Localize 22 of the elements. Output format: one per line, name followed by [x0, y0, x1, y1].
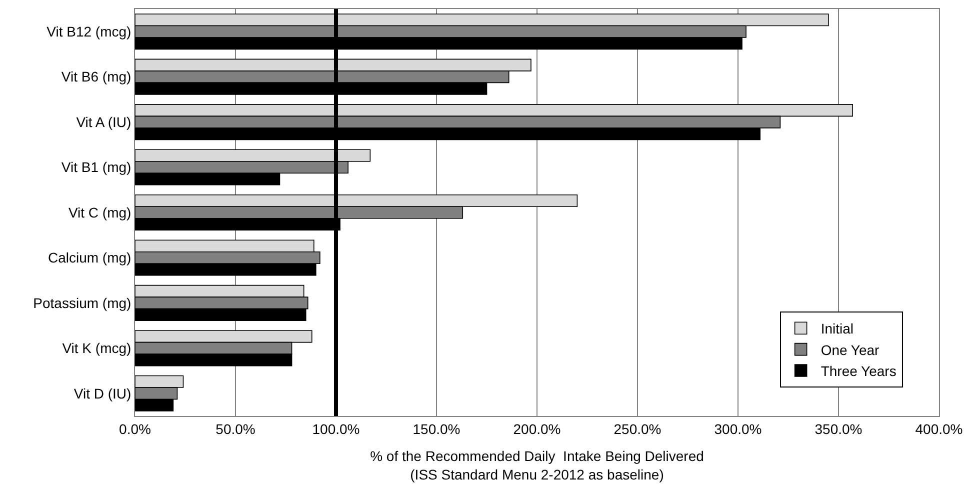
legend-label: Initial — [820, 320, 854, 337]
y-tick-label: Vit D (IU) — [74, 385, 132, 402]
y-tick-label: Vit K (mcg) — [62, 340, 132, 356]
y-tick-label: Potassium (mg) — [33, 294, 132, 311]
x-tick-label: 150.0% — [412, 420, 460, 437]
x-tick-label: 350.0% — [814, 420, 862, 437]
legend-label: One Year — [820, 342, 880, 358]
legend-label: Three Years — [820, 362, 896, 379]
x-tick-label: 200.0% — [513, 420, 561, 437]
y-tick-label: Vit C (mg) — [68, 204, 132, 220]
x-tick-label: 0.0% — [119, 420, 151, 437]
y-tick-label: Vit A (IU) — [76, 114, 132, 130]
y-tick-label: Vit B12 (mcg) — [46, 24, 132, 40]
y-tick-label: Vit B6 (mg) — [61, 68, 132, 85]
x-axis-title: % of the Recommended Daily Intake Being Delivered (ISS Standard Menu 2-2012 as baseline) — [370, 448, 704, 482]
y-tick-label: Vit B1 (mg) — [61, 159, 132, 176]
x-tick-label: 400.0% — [915, 420, 963, 437]
y-tick-label: Calcium (mg) — [48, 250, 132, 266]
x-tick-label: 300.0% — [714, 420, 762, 437]
x-tick-label: 100.0% — [312, 420, 360, 437]
x-tick-label: 250.0% — [614, 420, 662, 437]
x-tick-label: 50.0% — [216, 420, 256, 437]
